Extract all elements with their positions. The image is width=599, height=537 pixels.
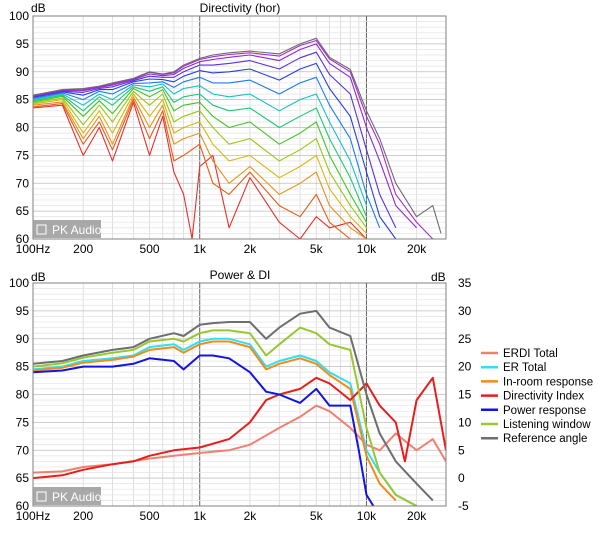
directivity-series — [33, 37, 442, 239]
watermark-logo-icon — [36, 491, 47, 502]
y2-tick-label: 5 — [458, 443, 465, 457]
legend-label: ERDI Total — [503, 348, 558, 360]
y2-tick-label: 15 — [458, 388, 472, 402]
legend-label: In-room response — [503, 376, 593, 388]
y-tick-label: 80 — [16, 121, 30, 135]
series-line-0 — [33, 101, 367, 239]
series-line-3 — [33, 93, 367, 234]
y2-tick-label: 10 — [458, 415, 472, 429]
x-tick-label: 20k — [407, 509, 427, 523]
series-line-2 — [33, 96, 367, 239]
y-tick-label: 60 — [16, 499, 30, 513]
y-tick-label: 70 — [16, 443, 30, 457]
y-tick-label: 60 — [16, 232, 30, 246]
y-tick-label: 90 — [16, 332, 30, 346]
y-tick-label: 75 — [16, 148, 30, 162]
power-di-legend: ERDI Total ER Total In-room response Direct… — [481, 348, 593, 445]
legend-label: Listening window — [503, 419, 591, 431]
x-tick-label: 20k — [407, 242, 427, 256]
power-di-chart-title: Power & DI — [210, 268, 271, 282]
y-tick-label: 85 — [16, 360, 30, 374]
y-tick-label: 100 — [9, 9, 29, 23]
legend-label: Power response — [503, 405, 586, 417]
y2-tick-label: 20 — [458, 360, 472, 374]
y2-tick-label: 30 — [458, 304, 472, 318]
series-line-1 — [33, 99, 351, 239]
series-line-10 — [33, 51, 397, 229]
y-tick-label: 90 — [16, 65, 30, 79]
y-tick-label: 70 — [16, 176, 30, 190]
series-line-in-room-response — [33, 340, 397, 502]
watermark-logo-icon — [36, 224, 47, 235]
series-line-reference-angle — [33, 309, 434, 502]
power-di-y-unit-left: dB — [31, 270, 46, 284]
watermark-background — [33, 220, 101, 238]
series-line-5 — [33, 87, 367, 223]
x-tick-label: 5k — [310, 509, 324, 523]
legend-label: Directivity Index — [503, 391, 584, 403]
legend-label: Reference angle — [503, 433, 587, 445]
y2-tick-label: 0 — [458, 471, 465, 485]
series-line-listening-window — [33, 326, 418, 506]
watermark-background — [33, 487, 101, 505]
series-line-13 — [33, 37, 442, 234]
series-line-4 — [33, 90, 367, 229]
series-line-7 — [33, 83, 368, 206]
legend-label: ER Total — [503, 362, 546, 374]
y-tick-label: 80 — [16, 388, 30, 402]
x-tick-label: 200 — [73, 242, 93, 256]
x-tick-label: 1k — [193, 509, 207, 523]
y-tick-label: 100 — [9, 276, 29, 290]
x-tick-label: 100Hz — [16, 509, 51, 523]
x-tick-label: 2k — [244, 242, 258, 256]
x-tick-label: 5k — [310, 242, 324, 256]
x-tick-label: 2k — [244, 509, 258, 523]
series-line-9 — [33, 62, 397, 239]
y-tick-label: 65 — [16, 471, 30, 485]
series-line-11 — [33, 43, 418, 229]
y-tick-label: 95 — [16, 37, 30, 51]
power-di-series — [33, 309, 446, 506]
y2-tick-label: -5 — [458, 499, 469, 513]
directivity-watermark: PK Audio — [33, 220, 102, 238]
power-di-tick-labels: 100Hz 200 500 1k 2k 5k 10k 20k60657075808590951… — [9, 276, 472, 523]
x-tick-label: 10k — [357, 242, 377, 256]
y2-tick-label: 35 — [458, 276, 472, 290]
series-line-power-response — [33, 354, 375, 506]
power-di-chart: Power & DI dB dB 100Hz 200 500 1k 2k 5k 10k 20k… — [9, 268, 593, 523]
x-tick-label: 500 — [140, 509, 160, 523]
series-line-12 — [33, 39, 434, 239]
series-line-8 — [33, 76, 381, 229]
y-tick-label: 75 — [16, 415, 30, 429]
power-di-plot-frame — [32, 282, 447, 507]
x-tick-label: 500 — [140, 242, 160, 256]
power-di-watermark: PK Audio — [33, 487, 102, 505]
watermark-text: PK Audio — [52, 223, 102, 237]
y-tick-label: 85 — [16, 93, 30, 107]
series-line-er-total — [33, 337, 418, 506]
series-line-6 — [33, 86, 368, 217]
directivity-plot-frame — [32, 15, 447, 240]
y-tick-label: 65 — [16, 204, 30, 218]
watermark-text: PK Audio — [52, 490, 102, 504]
y2-tick-label: 25 — [458, 332, 472, 346]
power-di-y-unit-right: dB — [431, 270, 446, 284]
power-di-grid — [33, 283, 446, 506]
x-tick-label: 10k — [357, 509, 377, 523]
y-tick-label: 95 — [16, 304, 30, 318]
directivity-y-unit: dB — [31, 1, 46, 15]
directivity-tick-labels: 100Hz 200 500 1k 2k 5k 10k 20k 60 65 70 75 80 85 90 95 1… — [9, 9, 427, 256]
directivity-chart-title: Directivity (hor) — [200, 1, 281, 15]
x-tick-label: 100Hz — [16, 242, 51, 256]
x-tick-label: 1k — [193, 242, 207, 256]
x-tick-label: 200 — [73, 509, 93, 523]
directivity-chart: Directivity (hor) dB 100Hz 200 500 1k 2k 5k 10… — [9, 1, 447, 256]
